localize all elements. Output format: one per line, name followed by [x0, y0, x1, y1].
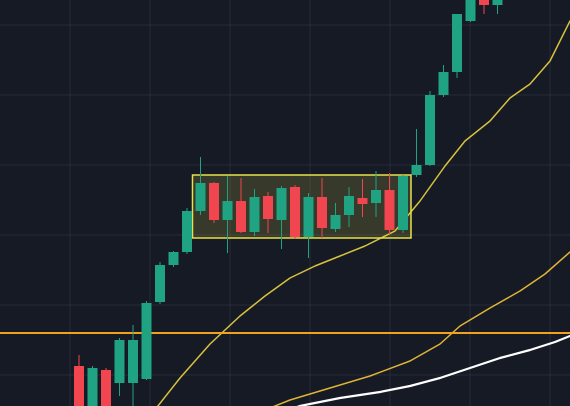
candle-bullish: [87, 368, 98, 406]
candle-bullish: [128, 340, 138, 383]
candle-bullish: [438, 72, 449, 95]
candle-bearish: [74, 366, 84, 406]
candle-bullish: [114, 340, 125, 383]
candle-bearish: [317, 197, 327, 228]
candle-bullish: [425, 95, 435, 165]
candle-bearish: [479, 0, 489, 5]
candle-bearish: [209, 183, 219, 220]
candle-bullish: [452, 14, 462, 72]
candle-bullish: [276, 188, 287, 220]
candle-bullish: [411, 165, 422, 175]
candle-bullish: [398, 176, 408, 230]
candle-bullish: [182, 211, 192, 252]
ma-long-line: [296, 334, 570, 406]
candle-bullish: [303, 197, 314, 237]
candle-bearish: [236, 201, 246, 232]
candle-bearish: [384, 190, 395, 230]
candle-bullish: [249, 197, 260, 232]
candle-bullish: [371, 190, 381, 203]
candle-bearish: [101, 370, 111, 406]
candle-bullish: [168, 252, 179, 265]
candle-bearish: [290, 187, 300, 237]
candle-bullish: [330, 215, 341, 229]
candle-bullish: [195, 183, 206, 211]
candle-bullish: [465, 0, 476, 21]
candle-bearish: [263, 196, 273, 219]
candle-bullish: [344, 196, 354, 215]
candle-bullish: [141, 303, 152, 379]
candle-bearish: [357, 198, 368, 204]
candle-bullish: [492, 0, 503, 5]
candle-bullish: [222, 201, 233, 220]
ma-slow-line: [272, 251, 570, 406]
candle-bullish: [155, 265, 165, 302]
